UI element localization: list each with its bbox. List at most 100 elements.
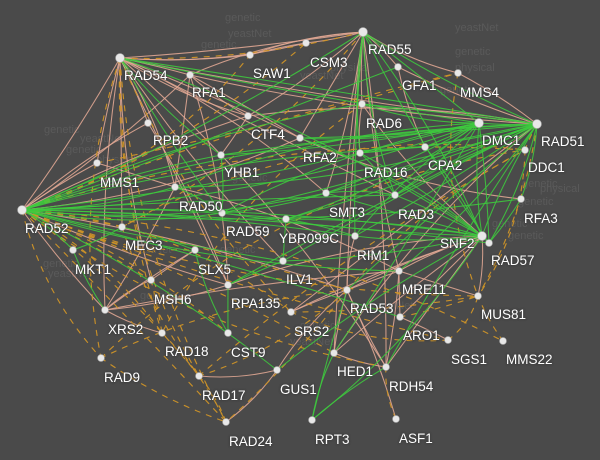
node-rpt3[interactable] — [308, 416, 316, 424]
node-label-rfa3: RFA3 — [524, 211, 558, 226]
node-rpa135[interactable] — [224, 281, 232, 289]
edge-coexpression — [325, 192, 483, 237]
node-csm3[interactable] — [302, 39, 310, 47]
node-sgs1[interactable] — [444, 336, 452, 344]
node-label-rad9: RAD9 — [104, 370, 141, 385]
node-rpb2[interactable] — [144, 119, 152, 127]
node-label-sgs1: SGS1 — [451, 352, 488, 367]
edge-coexpression — [221, 122, 480, 214]
node-smt3[interactable] — [322, 189, 330, 197]
node-msh6[interactable] — [147, 276, 155, 284]
node-gfa1[interactable] — [394, 63, 402, 71]
edge-coexpression — [285, 218, 483, 237]
node-label-dmc1: DMC1 — [482, 133, 521, 148]
node-mkt1[interactable] — [69, 246, 77, 254]
node-dmc1[interactable] — [474, 118, 484, 128]
node-label-yhb1: YHB1 — [224, 165, 260, 180]
node-rad51[interactable] — [532, 119, 542, 129]
edge-coexpression — [21, 209, 284, 262]
node-yhb1[interactable] — [217, 151, 225, 159]
edge-physical — [299, 137, 522, 200]
edge-genetic — [96, 72, 459, 164]
edge-coexpression — [488, 123, 538, 244]
node-rfa1[interactable] — [186, 71, 194, 79]
node-rad52[interactable] — [17, 205, 27, 215]
node-mms22[interactable] — [499, 337, 507, 345]
edge-coexpression — [285, 122, 480, 220]
node-ybr099c[interactable] — [282, 215, 290, 223]
node-label-mec3: MEC3 — [125, 238, 163, 253]
edge-genetic — [21, 209, 227, 423]
node-rad6[interactable] — [358, 100, 366, 108]
node-rad59[interactable] — [218, 209, 226, 217]
node-snf2[interactable] — [477, 231, 487, 241]
edge-genetic — [21, 209, 229, 334]
node-rad18[interactable] — [158, 329, 166, 337]
edge-coexpression — [362, 31, 480, 124]
node-rad57[interactable] — [485, 239, 493, 247]
node-aro1[interactable] — [396, 313, 404, 321]
node-rad9[interactable] — [97, 354, 105, 362]
node-mms4[interactable] — [454, 69, 462, 77]
edge-coexpression — [356, 31, 364, 154]
node-label-msh6: MSH6 — [154, 292, 192, 307]
node-cst9[interactable] — [224, 329, 232, 337]
node-cpa2[interactable] — [421, 143, 429, 151]
node-label-ilv1: ILV1 — [286, 272, 313, 287]
node-label-asf1: ASF1 — [399, 431, 433, 446]
node-label-gfa1: GFA1 — [402, 78, 437, 93]
edge-physical — [385, 235, 483, 368]
edge-coexpression — [119, 57, 483, 237]
node-rad3[interactable] — [391, 191, 399, 199]
node-srs2[interactable] — [287, 308, 295, 316]
node-rad50[interactable] — [171, 183, 179, 191]
edge-coexpression — [359, 152, 396, 196]
edge-coexpression — [424, 146, 483, 237]
node-mms1[interactable] — [93, 159, 101, 167]
edge-physical — [399, 235, 483, 318]
node-label-aro1: ARO1 — [403, 328, 440, 343]
edge-physical — [104, 186, 176, 311]
node-rad16[interactable] — [356, 149, 364, 157]
edge-coexpression — [362, 31, 538, 125]
edge-coexpression — [299, 137, 483, 237]
edge-coexpression — [21, 154, 222, 211]
node-rim1[interactable] — [351, 232, 359, 240]
edge-physical — [21, 115, 249, 211]
node-mre11[interactable] — [395, 267, 403, 275]
edge-physical — [477, 235, 484, 297]
node-mus81[interactable] — [474, 292, 482, 300]
node-rfa3[interactable] — [517, 195, 525, 203]
edge-coexpression — [520, 123, 538, 200]
node-rad24[interactable] — [222, 418, 230, 426]
node-rad54[interactable] — [115, 53, 125, 63]
node-hed1[interactable] — [330, 349, 338, 357]
node-label-rad18: RAD18 — [165, 344, 209, 359]
node-ddc1[interactable] — [521, 146, 529, 154]
edge-coexpression — [481, 123, 538, 237]
node-rad55[interactable] — [358, 27, 368, 37]
edge-coexpression — [311, 366, 387, 421]
node-saw1[interactable] — [246, 51, 254, 59]
node-rdh54[interactable] — [382, 363, 390, 371]
node-ilv1[interactable] — [279, 257, 287, 265]
edge-genetic — [225, 289, 348, 423]
node-label-rfa2: RFA2 — [303, 150, 337, 165]
node-label-rpt3: RPT3 — [315, 432, 350, 447]
node-rad17[interactable] — [195, 372, 203, 380]
edge-coexpression — [21, 209, 278, 371]
node-label-mus81: MUS81 — [481, 307, 527, 322]
edge-coexpression — [174, 186, 223, 214]
node-ctf4[interactable] — [244, 112, 252, 120]
node-xrs2[interactable] — [101, 306, 109, 314]
node-mec3[interactable] — [118, 223, 126, 231]
node-rfa2[interactable] — [296, 134, 304, 142]
node-label-rdh54: RDH54 — [389, 379, 434, 394]
edge-physical — [21, 57, 121, 211]
edge-coexpression — [311, 352, 335, 421]
node-slx5[interactable] — [191, 246, 199, 254]
node-asf1[interactable] — [392, 415, 400, 423]
node-gus1[interactable] — [273, 366, 281, 374]
node-rad53[interactable] — [343, 286, 351, 294]
